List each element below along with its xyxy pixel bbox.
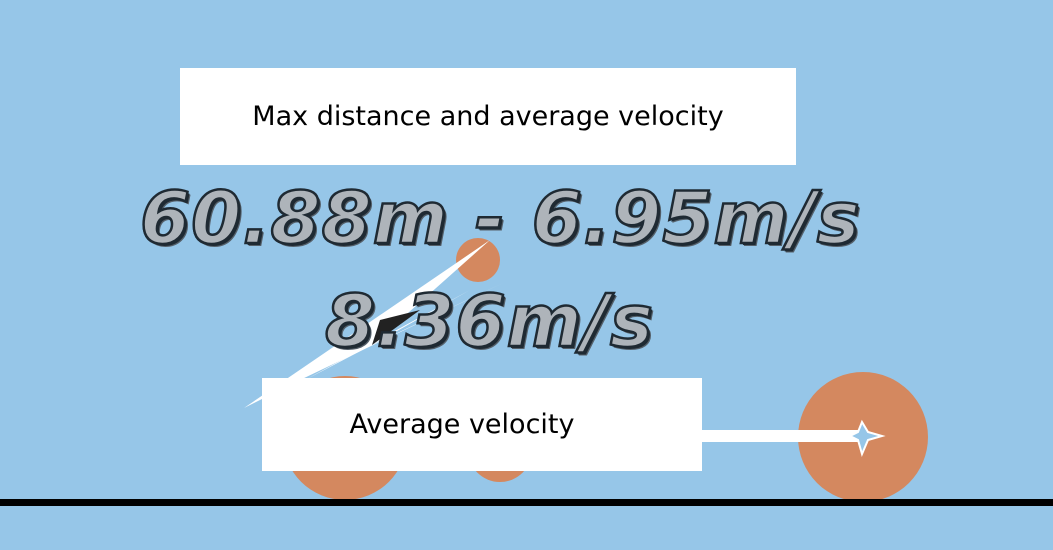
chassis-shard-icon [244, 240, 505, 408]
max-distance-tooltip-label: Max distance and average velocity [252, 101, 724, 132]
small-wheel-icon [456, 238, 500, 282]
max-distance-velocity-readout: 60.88m - 6.95m/s [139, 176, 861, 260]
chassis-dark-shard-icon [372, 310, 420, 345]
max-distance-tooltip: Max distance and average velocity [180, 68, 796, 165]
chassis-shard-icon [305, 290, 470, 380]
average-velocity-tooltip: Average velocity [262, 378, 702, 471]
average-velocity-tooltip-label: Average velocity [349, 409, 575, 440]
ground-line [0, 499, 1053, 506]
velocity-arrow-star-icon [847, 419, 886, 457]
velocity-arrow-shaft-icon [700, 430, 862, 442]
average-velocity-readout: 8.36m/s [324, 279, 654, 363]
